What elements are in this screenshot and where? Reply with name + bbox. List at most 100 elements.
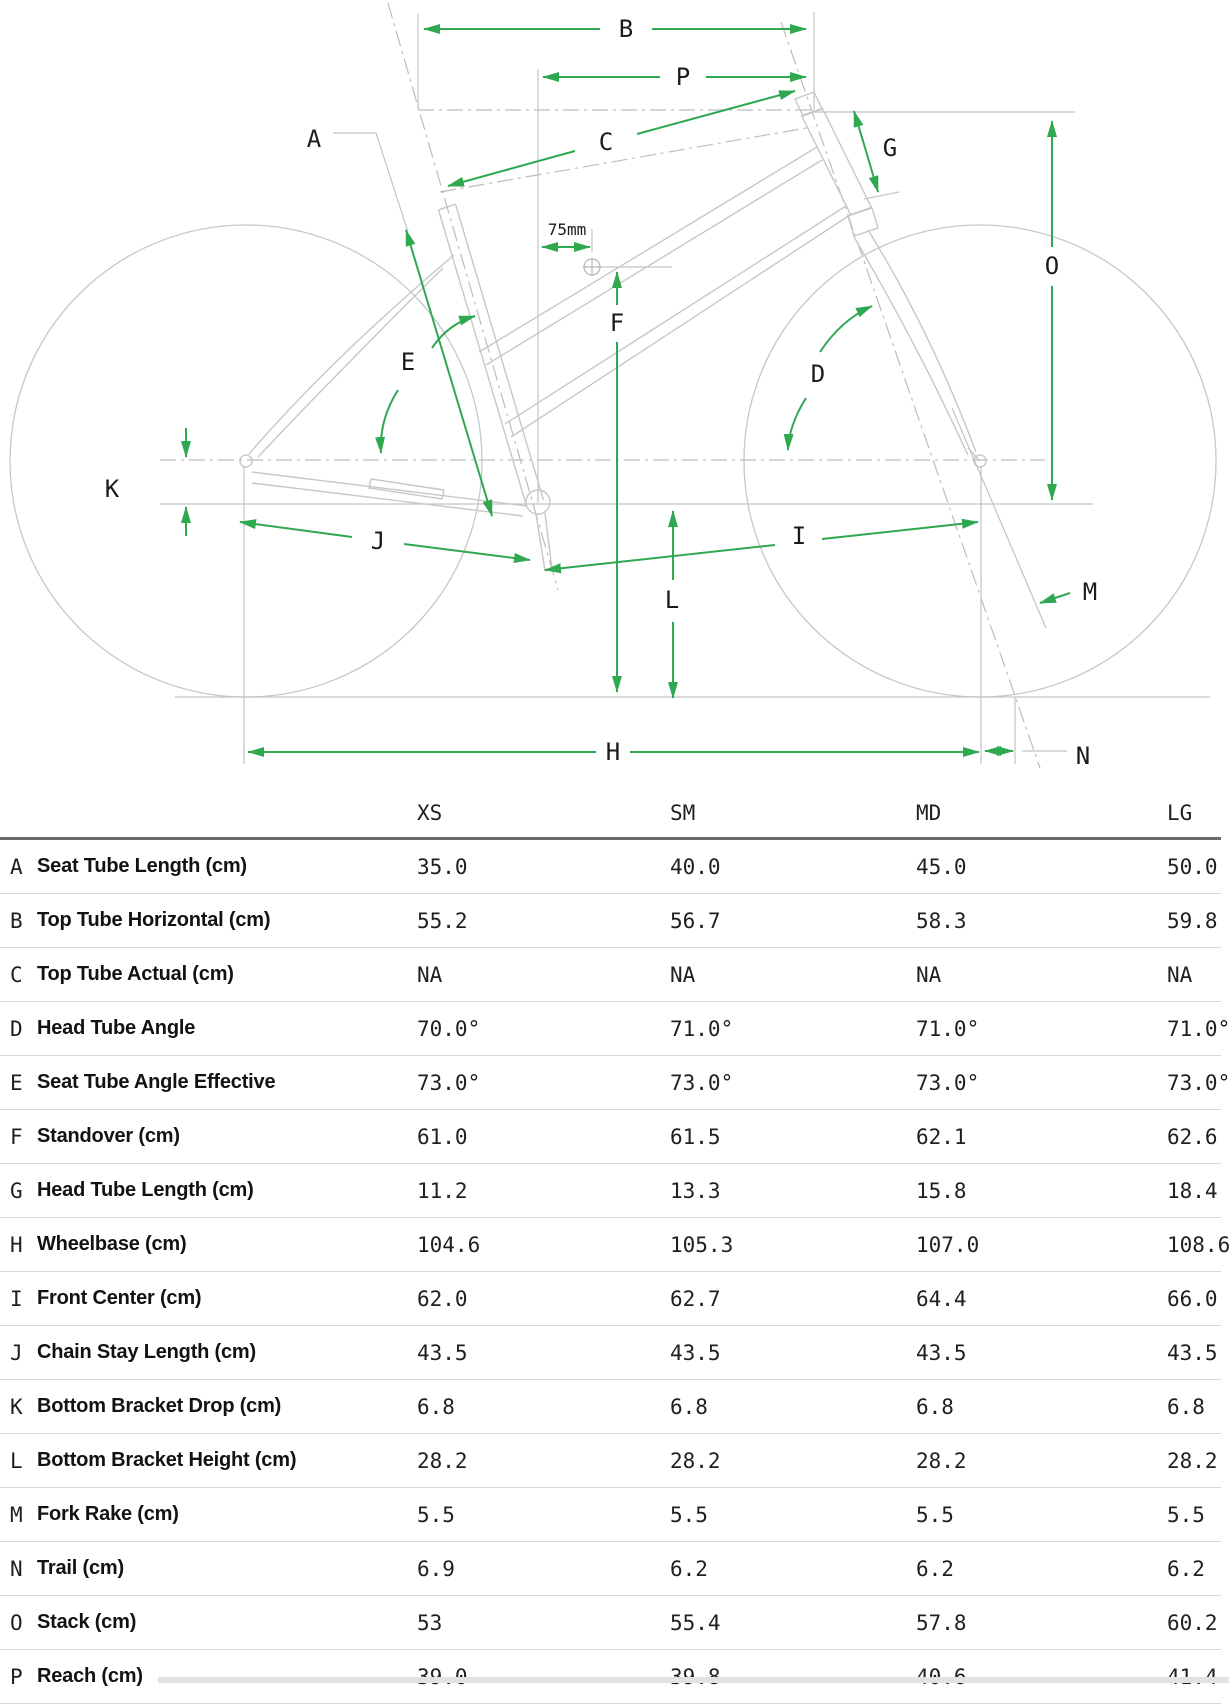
table-row-N: N Trail (cm) 6.9 6.2 6.2 6.2	[0, 1542, 1221, 1596]
size-header-sm: SM	[670, 801, 696, 825]
row-value: 71.0°	[670, 1016, 734, 1041]
row-value: NA	[916, 962, 942, 987]
rear-wheel	[9, 224, 483, 698]
row-value: 66.0	[1167, 1286, 1218, 1311]
fork-crown	[847, 207, 879, 237]
row-value: 5.5	[916, 1502, 954, 1527]
label-75mm: 75mm	[548, 220, 587, 239]
dim-E-angle-arc	[431, 315, 476, 349]
dim-I	[544, 544, 776, 574]
row-value: 104.6	[417, 1232, 481, 1257]
row-value: 73.0°	[1167, 1070, 1229, 1095]
size-header-md: MD	[916, 801, 942, 825]
table-row-M: M Fork Rake (cm) 5.5 5.5 5.5 5.5	[0, 1488, 1221, 1542]
row-value: 28.2	[1167, 1448, 1218, 1473]
row-label: Chain Stay Length (cm)	[37, 1341, 256, 1363]
row-value: 55.4	[670, 1610, 721, 1635]
chain-stay	[251, 471, 528, 507]
label-O: O	[1045, 252, 1059, 280]
row-value: 5.5	[417, 1502, 455, 1527]
row-value: 108.6	[1167, 1232, 1229, 1257]
table-row-E: E Seat Tube Angle Effective 73.0° 73.0° 73.0…	[0, 1056, 1229, 1110]
row-value: 105.3	[670, 1232, 734, 1257]
row-label: Top Tube Actual (cm)	[37, 963, 234, 985]
row-letter: K	[10, 1394, 23, 1419]
chainstay-guard	[368, 478, 445, 500]
row-value: 6.2	[1167, 1556, 1205, 1581]
row-label: Trail (cm)	[37, 1557, 124, 1579]
fork-blade-front	[867, 229, 977, 453]
top-tube-axis	[439, 126, 813, 193]
crank-arm	[535, 513, 546, 572]
dim-E	[405, 229, 450, 374]
row-value: 73.0°	[417, 1070, 481, 1095]
label-I: I	[792, 522, 806, 550]
table-row-D: D Head Tube Angle 70.0° 71.0° 71.0° 71.0°	[0, 1002, 1229, 1056]
row-value: 71.0°	[916, 1016, 980, 1041]
row-label: Head Tube Angle	[37, 1017, 196, 1039]
label-D: D	[811, 360, 825, 388]
table-row-C: C Top Tube Actual (cm) NA NA NA NA	[0, 948, 1221, 1002]
row-value: 73.0°	[916, 1070, 980, 1095]
seat-stay	[248, 254, 455, 455]
row-value: 11.2	[417, 1178, 468, 1203]
label-M: M	[1083, 578, 1097, 606]
fork-blade-rear	[853, 236, 969, 456]
row-letter: P	[10, 1664, 23, 1689]
down-tube	[504, 205, 847, 425]
row-value: 43.5	[1167, 1340, 1218, 1365]
row-value: 60.2	[1167, 1610, 1218, 1635]
row-value: 28.2	[916, 1448, 967, 1473]
row-value: 13.3	[670, 1178, 721, 1203]
label-N: N	[1076, 742, 1090, 770]
dim-D-angle-arc	[819, 305, 873, 353]
row-letter: A	[10, 854, 23, 879]
bottom-bracket	[525, 489, 551, 515]
row-value: 15.8	[916, 1178, 967, 1203]
row-letter: J	[10, 1340, 23, 1365]
dimension-arrows	[181, 24, 1071, 757]
row-label: Reach (cm)	[37, 1665, 143, 1687]
row-value: 35.0	[417, 854, 468, 879]
geometry-table: XS SM MD LG A Seat Tube Length (cm) 35.0 40.0 4…	[0, 770, 1229, 1704]
row-value: 73.0°	[670, 1070, 734, 1095]
reference-axes	[160, 2, 1045, 769]
row-value: 59.8	[1167, 908, 1218, 933]
row-value: 6.8	[417, 1394, 455, 1419]
row-value: NA	[1167, 962, 1193, 987]
row-label: Fork Rake (cm)	[37, 1503, 179, 1525]
row-label: Head Tube Length (cm)	[37, 1179, 254, 1201]
row-label: Bottom Bracket Drop (cm)	[37, 1395, 282, 1417]
row-value: 61.0	[417, 1124, 468, 1149]
row-letter: O	[10, 1610, 23, 1635]
row-value: 6.8	[670, 1394, 708, 1419]
size-header-xs: XS	[417, 801, 443, 825]
label-a-leader	[333, 132, 409, 233]
row-letter: N	[10, 1556, 23, 1581]
table-row-A: A Seat Tube Length (cm) 35.0 40.0 45.0 50.0	[0, 840, 1221, 894]
table-row-J: J Chain Stay Length (cm) 43.5 43.5 43.5 43.5	[0, 1326, 1221, 1380]
dim-G	[853, 110, 867, 152]
bb-offset-marker	[583, 258, 601, 276]
row-value: 5.5	[1167, 1502, 1205, 1527]
row-value: 62.7	[670, 1286, 721, 1311]
table-row-F: F Standover (cm) 61.0 61.5 62.1 62.6	[0, 1110, 1221, 1164]
row-letter: D	[10, 1016, 23, 1041]
row-value: 45.0	[916, 854, 967, 879]
row-value: 6.8	[916, 1394, 954, 1419]
row-letter: L	[10, 1448, 23, 1473]
row-value: 71.0°	[1167, 1016, 1229, 1041]
row-value: 6.9	[417, 1556, 455, 1581]
row-value: 70.0°	[417, 1016, 481, 1041]
table-row-L: L Bottom Bracket Height (cm) 28.2 28.2 28.2 2…	[0, 1434, 1221, 1488]
dim-J	[239, 519, 353, 538]
row-letter: M	[10, 1502, 23, 1527]
label-F: F	[610, 309, 624, 337]
row-letter: F	[10, 1124, 23, 1149]
row-value: NA	[417, 962, 443, 987]
label-B: B	[619, 15, 633, 43]
row-label: Standover (cm)	[37, 1125, 180, 1147]
row-letter: G	[10, 1178, 23, 1203]
steering-axis	[780, 21, 1041, 769]
